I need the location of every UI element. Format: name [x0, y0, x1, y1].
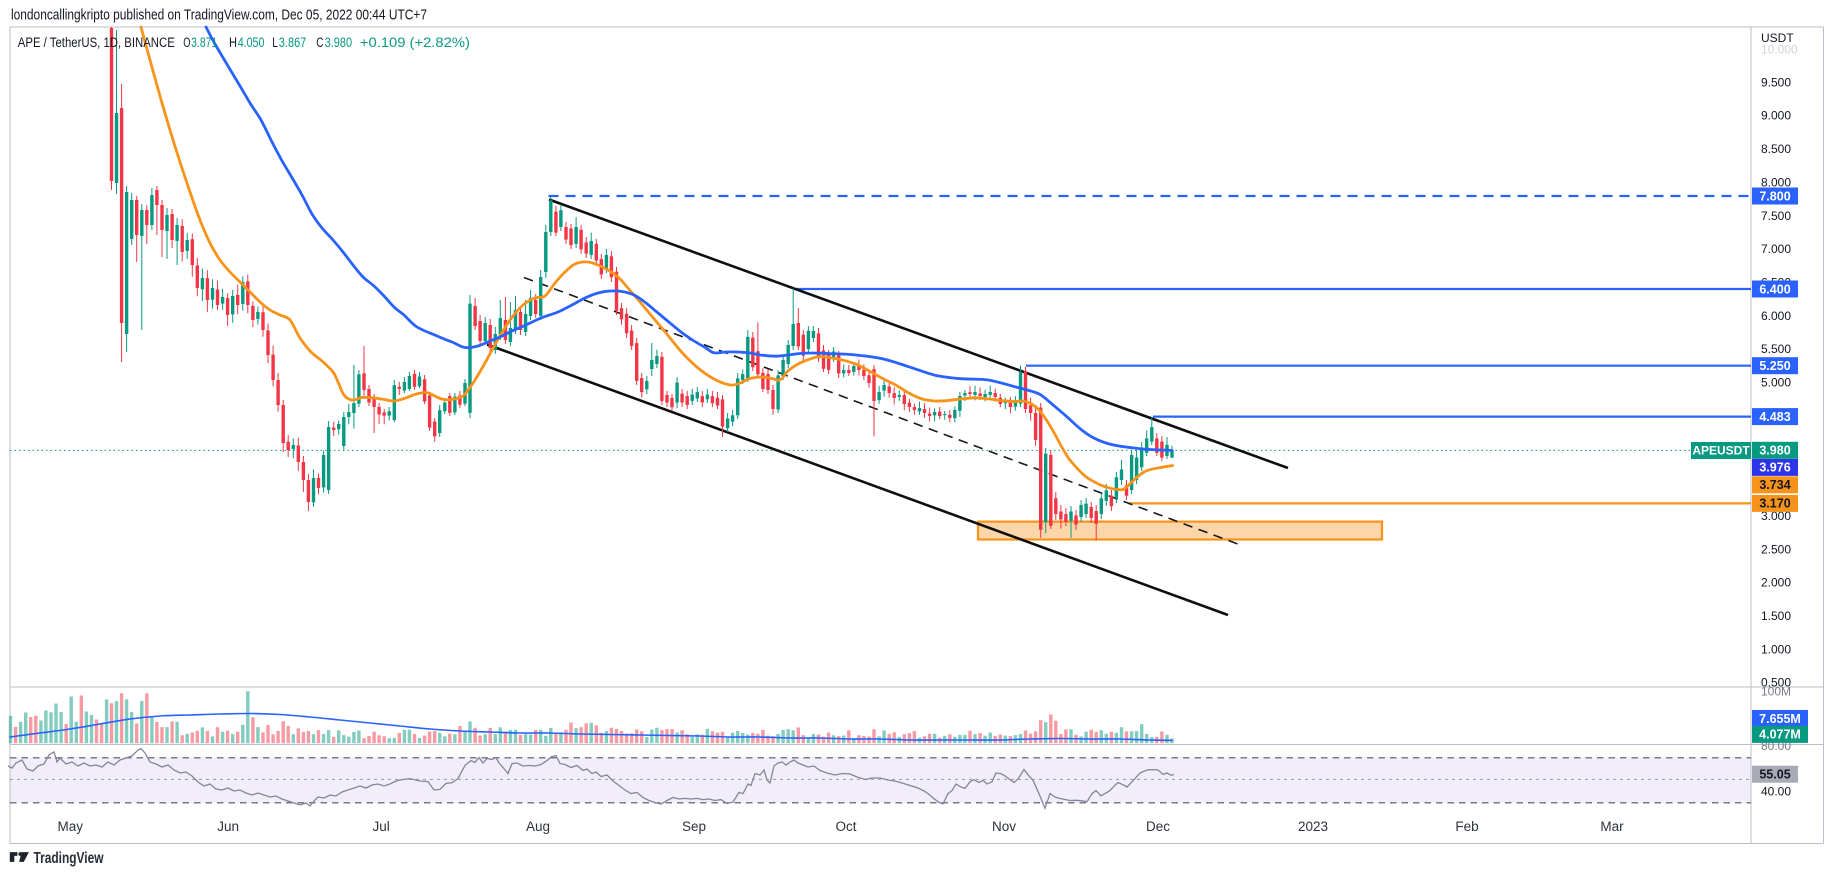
- svg-text:APE / TetherUS, 1D, BINANCE: APE / TetherUS, 1D, BINANCE: [18, 35, 175, 50]
- svg-text:2.500: 2.500: [1761, 542, 1791, 556]
- svg-text:Feb: Feb: [1455, 819, 1478, 834]
- svg-text:Oct: Oct: [835, 819, 856, 834]
- svg-text:3.734: 3.734: [1759, 478, 1790, 492]
- svg-text:3.976: 3.976: [1759, 461, 1790, 475]
- svg-text:7.000: 7.000: [1761, 242, 1791, 256]
- svg-text:4.050: 4.050: [238, 35, 265, 50]
- svg-text:Sep: Sep: [682, 819, 706, 834]
- svg-text:4.077M: 4.077M: [1759, 728, 1801, 742]
- svg-text:1.000: 1.000: [1761, 642, 1791, 656]
- svg-text:Dec: Dec: [1146, 819, 1170, 834]
- svg-text:+0.109 (+2.82%): +0.109 (+2.82%): [360, 35, 470, 50]
- svg-text:2023: 2023: [1298, 819, 1328, 834]
- svg-text:4.483: 4.483: [1759, 410, 1790, 424]
- svg-text:3.170: 3.170: [1759, 497, 1790, 511]
- svg-text:3.000: 3.000: [1761, 509, 1791, 523]
- svg-text:9.000: 9.000: [1761, 109, 1791, 123]
- svg-text:40.00: 40.00: [1761, 784, 1791, 798]
- svg-text:6.400: 6.400: [1759, 282, 1790, 296]
- svg-text:10.000: 10.000: [1761, 43, 1798, 57]
- svg-text:1.500: 1.500: [1761, 609, 1791, 623]
- svg-text:3.871: 3.871: [191, 35, 217, 50]
- svg-text:londoncallingkripto published: londoncallingkripto published on Trading…: [11, 7, 427, 24]
- svg-text:2.000: 2.000: [1761, 576, 1791, 590]
- svg-text:5.000: 5.000: [1761, 376, 1791, 390]
- svg-text:APEUSDT: APEUSDT: [1692, 444, 1750, 458]
- svg-text:3.980: 3.980: [1759, 444, 1790, 458]
- svg-text:Jun: Jun: [217, 819, 239, 834]
- svg-text:8.500: 8.500: [1761, 142, 1791, 156]
- svg-text:5.250: 5.250: [1759, 359, 1790, 373]
- svg-text:TradingView: TradingView: [34, 850, 104, 867]
- svg-text:USDT: USDT: [1761, 31, 1794, 45]
- svg-text:8.000: 8.000: [1761, 175, 1791, 189]
- svg-text:O: O: [183, 35, 190, 50]
- svg-text:C: C: [316, 35, 323, 50]
- svg-text:Nov: Nov: [992, 819, 1016, 834]
- svg-text:3.980: 3.980: [325, 35, 353, 50]
- svg-text:Mar: Mar: [1600, 819, 1624, 834]
- svg-text:H: H: [229, 35, 237, 50]
- svg-text:7.655M: 7.655M: [1759, 712, 1801, 726]
- svg-text:0.500: 0.500: [1761, 676, 1791, 690]
- svg-text:55.05: 55.05: [1759, 768, 1790, 782]
- svg-text:5.500: 5.500: [1761, 342, 1791, 356]
- svg-text:6.000: 6.000: [1761, 309, 1791, 323]
- svg-text:May: May: [58, 819, 84, 834]
- svg-text:7.800: 7.800: [1759, 189, 1790, 203]
- svg-text:L: L: [272, 35, 278, 50]
- svg-text:9.500: 9.500: [1761, 75, 1791, 89]
- svg-text:100M: 100M: [1761, 685, 1791, 699]
- svg-text:7.500: 7.500: [1761, 209, 1791, 223]
- svg-text:3.867: 3.867: [279, 35, 307, 50]
- svg-text:Aug: Aug: [526, 819, 550, 834]
- svg-text:Jul: Jul: [372, 819, 389, 834]
